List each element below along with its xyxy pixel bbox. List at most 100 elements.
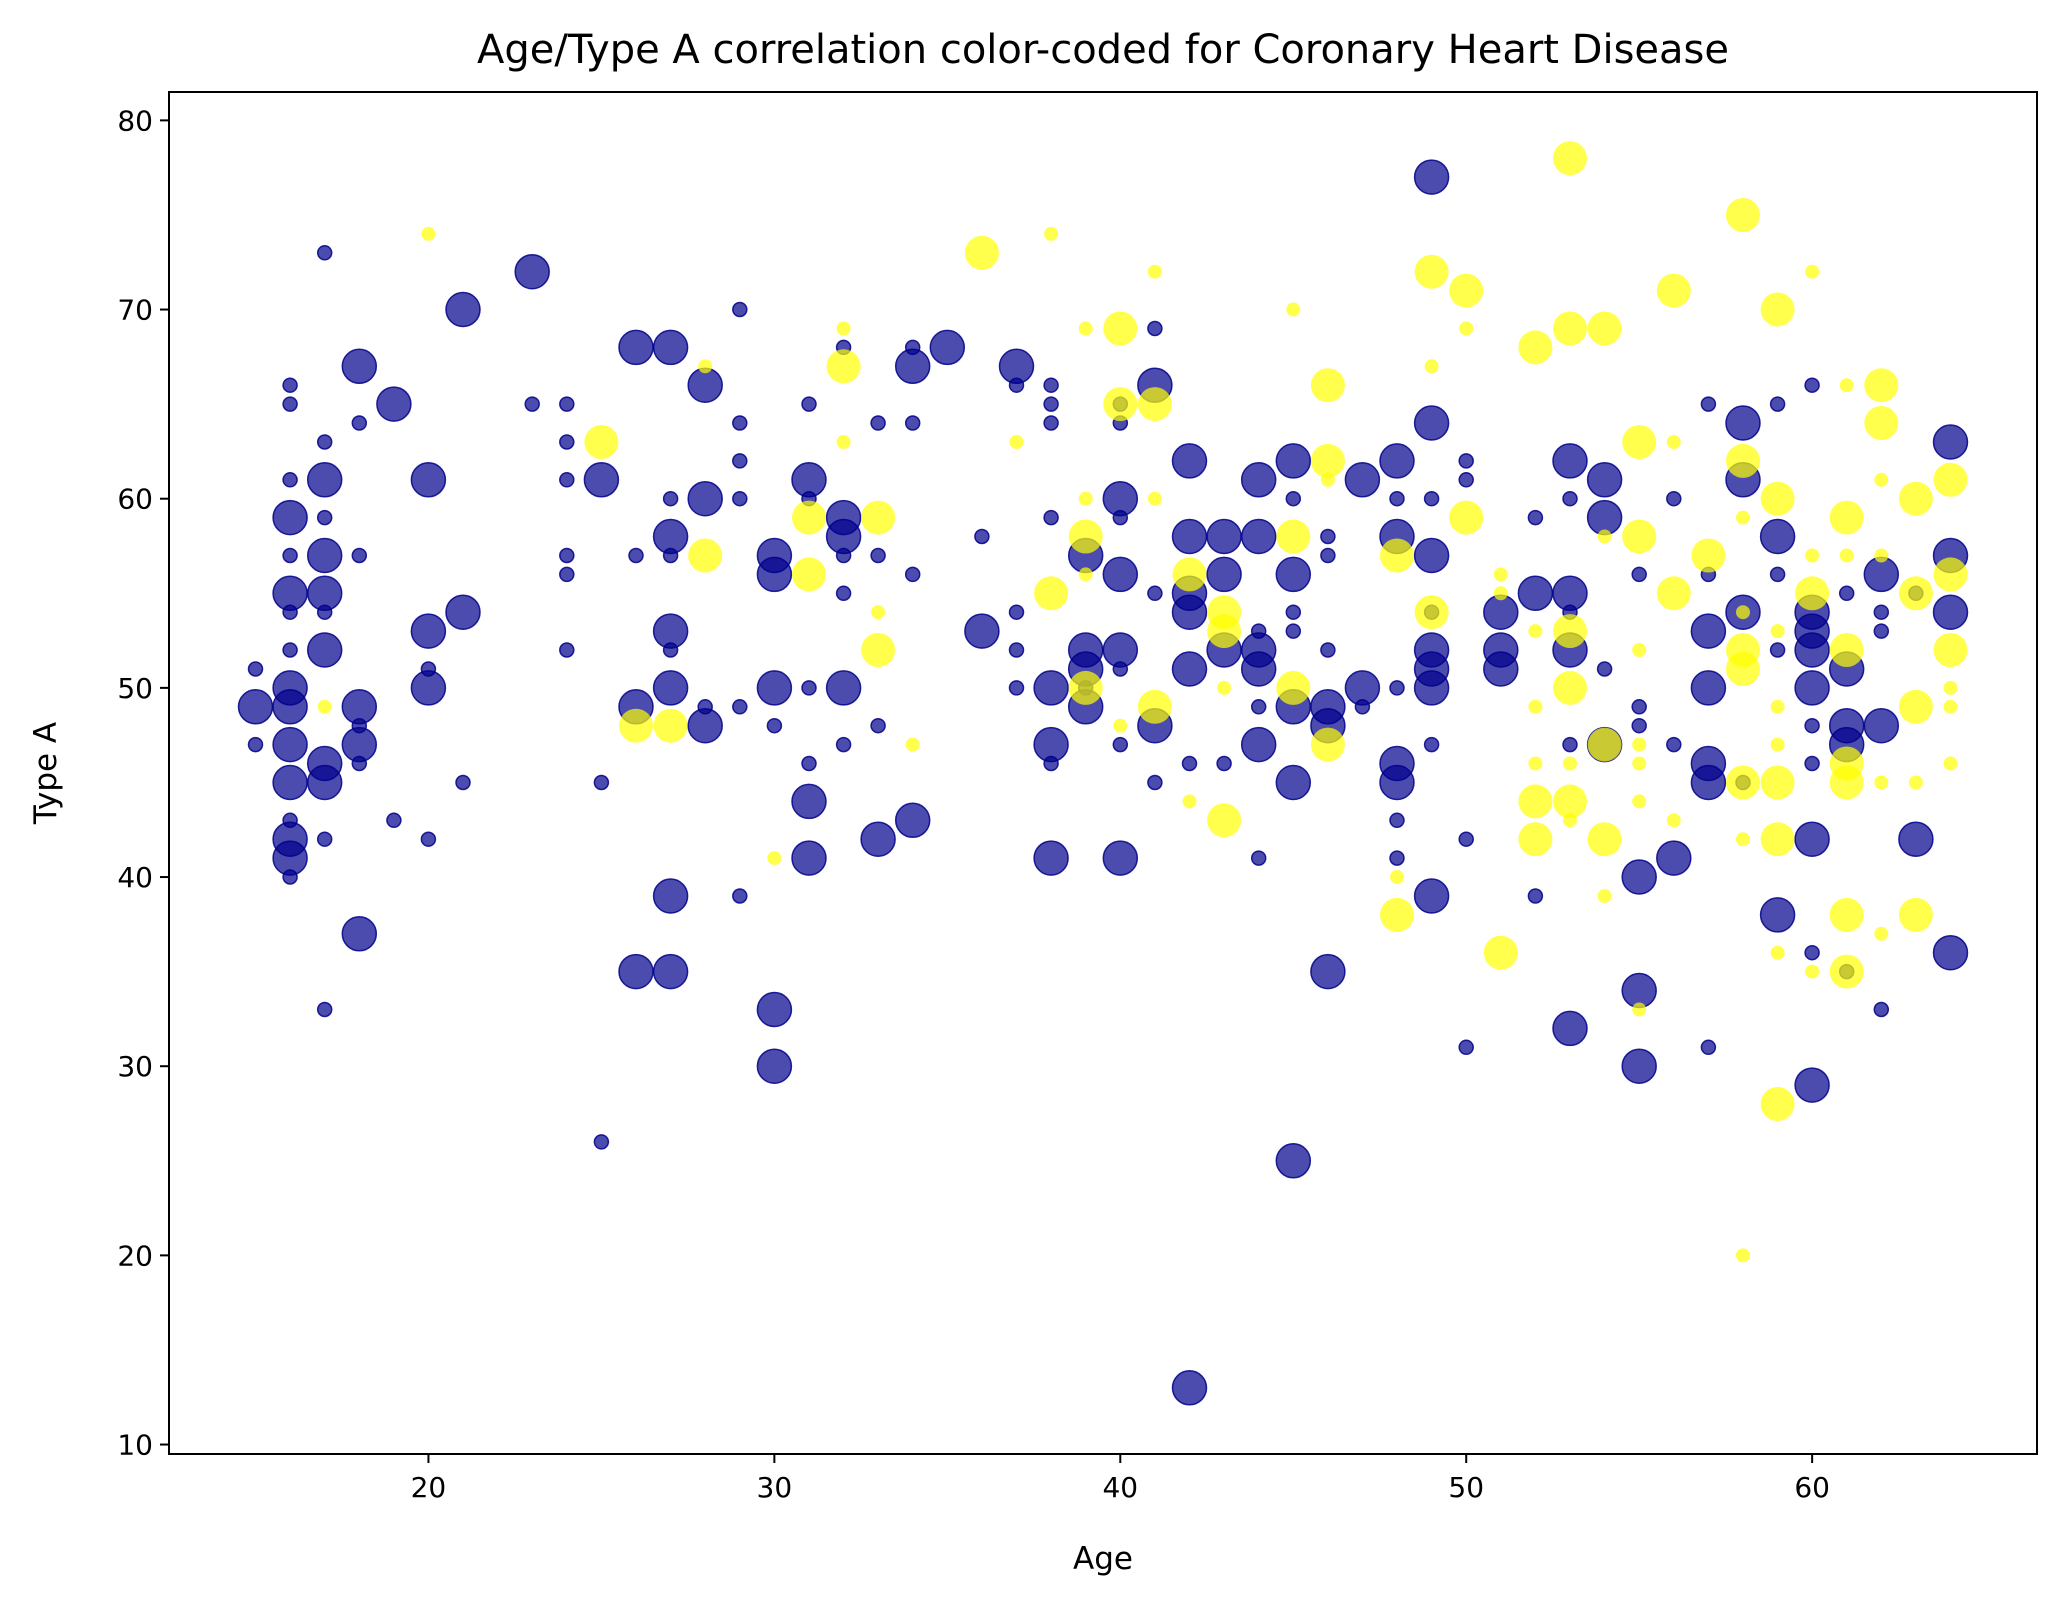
data-point xyxy=(420,831,437,847)
data-point xyxy=(791,783,827,820)
data-point xyxy=(445,594,481,630)
data-point xyxy=(1458,453,1474,469)
data-point xyxy=(1078,321,1093,336)
data-point xyxy=(1380,538,1414,573)
data-point xyxy=(1458,1039,1474,1056)
data-point xyxy=(559,642,575,658)
data-point xyxy=(1553,670,1587,705)
data-point xyxy=(1587,727,1622,762)
data-point xyxy=(1769,642,1786,658)
data-point xyxy=(1943,699,1958,714)
data-point xyxy=(1250,623,1267,639)
data-point xyxy=(1943,756,1958,771)
data-point xyxy=(1770,737,1785,752)
data-point xyxy=(1043,377,1059,393)
data-point xyxy=(1725,405,1761,441)
data-point xyxy=(1137,689,1172,724)
data-point xyxy=(1043,755,1059,772)
data-point xyxy=(1171,594,1208,630)
data-point xyxy=(1838,585,1855,602)
data-point xyxy=(1632,643,1647,657)
data-point xyxy=(1759,518,1796,555)
data-point xyxy=(1829,897,1864,932)
data-point xyxy=(1769,566,1786,583)
data-point xyxy=(1171,1370,1208,1406)
data-point xyxy=(662,642,679,658)
data-point xyxy=(1207,803,1242,838)
data-point xyxy=(1794,1067,1830,1103)
data-point xyxy=(1380,897,1414,932)
data-point xyxy=(351,755,368,772)
data-point xyxy=(421,226,436,241)
data-point xyxy=(306,537,343,574)
data-point xyxy=(282,869,298,885)
data-point xyxy=(1874,472,1889,487)
data-point xyxy=(351,415,368,431)
x-tick-label: 50 xyxy=(1448,1471,1484,1504)
data-point xyxy=(1804,944,1820,961)
data-point xyxy=(1553,311,1587,346)
data-point xyxy=(1666,736,1682,753)
data-point xyxy=(1933,633,1968,667)
data-point xyxy=(1285,490,1302,507)
data-point xyxy=(1943,680,1958,695)
y-tick-label: 20 xyxy=(117,1239,153,1272)
data-point xyxy=(1874,775,1889,790)
data-point xyxy=(1102,840,1139,876)
data-point xyxy=(1413,159,1450,195)
data-point xyxy=(1207,614,1242,649)
data-point xyxy=(1690,613,1727,649)
data-point xyxy=(653,708,688,743)
data-point xyxy=(1171,443,1208,479)
data-point xyxy=(420,661,437,677)
data-point xyxy=(792,557,826,592)
data-point xyxy=(445,291,481,328)
data-point xyxy=(1631,717,1647,734)
data-point xyxy=(861,500,896,535)
data-point xyxy=(593,1134,610,1150)
data-point xyxy=(1275,556,1312,593)
data-point xyxy=(1389,850,1405,866)
data-point xyxy=(870,717,886,734)
data-point xyxy=(835,547,852,564)
data-point xyxy=(1562,490,1578,507)
data-point xyxy=(1898,689,1933,724)
data-point xyxy=(1137,387,1172,422)
data-point xyxy=(1805,964,1820,979)
data-point xyxy=(904,566,921,583)
data-point xyxy=(1528,624,1543,639)
y-tick-label: 60 xyxy=(117,483,153,516)
data-point xyxy=(1518,784,1553,819)
data-point xyxy=(619,708,653,743)
data-point xyxy=(1666,435,1681,449)
data-point xyxy=(732,490,748,507)
data-point xyxy=(1553,784,1587,819)
data-point xyxy=(1043,415,1059,431)
y-tick-label: 40 xyxy=(117,861,153,894)
data-point xyxy=(1874,548,1889,563)
data-point xyxy=(282,472,298,488)
data-point xyxy=(1518,330,1553,365)
data-point xyxy=(1621,1048,1657,1084)
data-point xyxy=(1275,443,1312,479)
data-point xyxy=(1240,518,1277,555)
data-point xyxy=(514,253,550,290)
data-point xyxy=(1458,831,1474,847)
data-point xyxy=(1770,699,1785,714)
data-point xyxy=(272,764,308,801)
data-point xyxy=(1527,888,1544,904)
data-point xyxy=(1839,378,1854,393)
data-point xyxy=(524,396,540,412)
data-point xyxy=(1769,396,1786,412)
data-point xyxy=(618,953,654,990)
data-point xyxy=(1933,462,1968,497)
data-point xyxy=(1459,321,1474,336)
data-point xyxy=(282,604,298,620)
data-point xyxy=(1873,1001,1890,1018)
chart-title: Age/Type A correlation color-coded for C… xyxy=(477,27,1729,73)
data-point xyxy=(1240,726,1277,763)
data-point xyxy=(1413,670,1450,706)
plot-area-frame xyxy=(168,91,2038,1455)
data-point xyxy=(1276,519,1311,554)
data-point xyxy=(835,736,852,753)
